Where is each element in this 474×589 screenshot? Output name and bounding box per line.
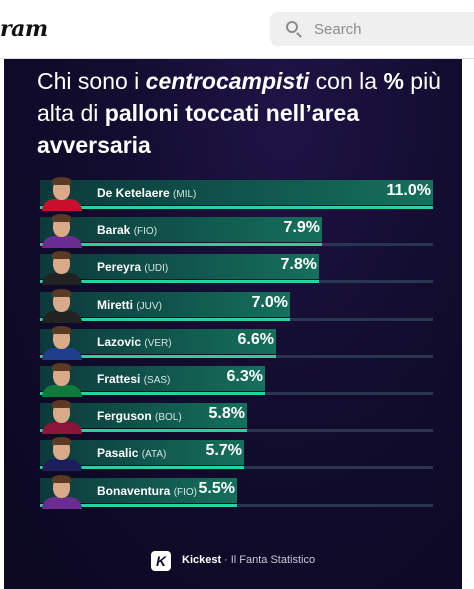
bar-value-label: 5.7% [205,442,242,460]
player-label: Bonaventura (FIO) [97,484,197,498]
player-name: Barak [97,223,134,238]
search-box[interactable]: Search [270,12,474,46]
top-bar: ram Search [0,0,474,59]
post-footer: K Kickest · Il Fanta Statistico [0,551,474,573]
bar [40,254,319,280]
bar-row: De Ketelaere (MIL) 11.0% [40,175,440,211]
player-name: Lazovic [97,334,145,349]
bar-chart: De Ketelaere (MIL) 11.0% Barak (FIO) 7.9% Pe… [0,177,474,517]
bar-accent-line [40,429,247,433]
player-name: Ferguson [97,409,156,424]
bar [40,328,276,354]
bar-value-label: 5.8% [208,405,245,423]
player-label: Pasalic (ATA) [97,446,166,460]
player-label: Ferguson (BOL) [97,409,182,423]
search-input[interactable]: Search [314,21,362,38]
player-name: Miretti [97,297,137,312]
player-avatar-icon [40,249,84,286]
player-team: (MIL) [173,189,197,200]
player-avatar-icon [40,435,84,472]
player-avatar-icon [40,287,84,323]
chart-title: Chi sono i centrocampisti con la % più a… [37,65,457,161]
title-part: palloni toccati nell’area avversaria [37,100,360,158]
player-name: Pereyra [97,260,145,275]
player-team: (VER) [144,337,172,349]
bar-row: Barak (FIO) 7.9% [40,212,440,249]
player-label: Frattesi (SAS) [97,372,170,386]
player-name: Frattesi [97,372,144,386]
bar-value-label: 7.0% [251,293,288,311]
title-part: con la [309,68,384,94]
player-avatar-icon [40,473,84,509]
bar-accent-line [40,503,237,507]
bar-row: Miretti (JUV) 7.0% [40,287,440,323]
player-avatar-icon [40,324,84,360]
kickest-logo-icon: K [151,551,171,571]
title-part: % [383,68,404,94]
player-label: Barak (FIO) [97,223,157,237]
bar-row: Pereyra (UDI) 7.8% [40,249,440,286]
player-avatar-icon [40,361,84,397]
player-team: (BOL) [155,412,182,424]
bar-value-label: 5.5% [198,479,235,497]
bar-accent-line [40,243,322,247]
player-team: (FIO) [133,226,158,238]
bar-accent-line [40,466,244,470]
player-label: Lazovic (VER) [97,335,172,349]
player-team: (FIO) [173,486,198,498]
bar-accent-line [40,354,276,358]
brand-name: Kickest [182,554,222,566]
player-avatar-icon [40,175,84,211]
bar-value-label: 6.6% [237,330,274,348]
player-label: Pereyra (UDI) [97,260,168,274]
bar-row: Ferguson (BOL) 5.8% [40,398,440,435]
player-team: (SAS) [143,375,171,386]
brand-tagline: · Il Fanta Statistico [224,554,316,566]
player-name: Pasalic [97,446,142,461]
bar-accent-line [40,317,290,321]
bar-value-label: 6.3% [226,368,263,385]
bar-accent-line [40,280,319,284]
bar-value-label: 11.0% [386,182,431,199]
bar [40,291,290,317]
instagram-logo[interactable]: ram [0,16,48,42]
player-team: (UDI) [144,263,169,275]
post-right-edge [462,59,474,589]
player-label: Miretti (JUV) [97,298,162,312]
title-part: centrocampisti [145,68,310,94]
search-icon [286,21,298,33]
bar-accent-line [40,206,433,209]
player-name: Bonaventura [97,483,174,498]
post-left-edge [0,59,4,589]
bar [40,180,433,205]
post-image: Chi sono i centrocampisti con la % più a… [0,59,474,589]
title-part: più alta di [37,68,441,126]
player-avatar-icon [40,398,84,435]
bar-accent-line [40,392,265,395]
bar [40,217,322,243]
player-team: (ATA) [141,449,167,461]
title-part: Chi sono i [37,68,146,94]
bar-row: Bonaventura (FIO) 5.5% [40,473,440,509]
player-avatar-icon [40,212,84,249]
player-label: De Ketelaere (MIL) [97,186,196,200]
bar-value-label: 7.9% [283,219,320,237]
bar-row: Lazovic (VER) 6.6% [40,324,440,360]
bar-value-label: 7.8% [280,256,317,274]
player-name: De Ketelaere [97,186,174,200]
bar-row: Pasalic (ATA) 5.7% [40,435,440,472]
bar-row: Frattesi (SAS) 6.3% [40,361,440,397]
player-team: (JUV) [136,300,162,312]
